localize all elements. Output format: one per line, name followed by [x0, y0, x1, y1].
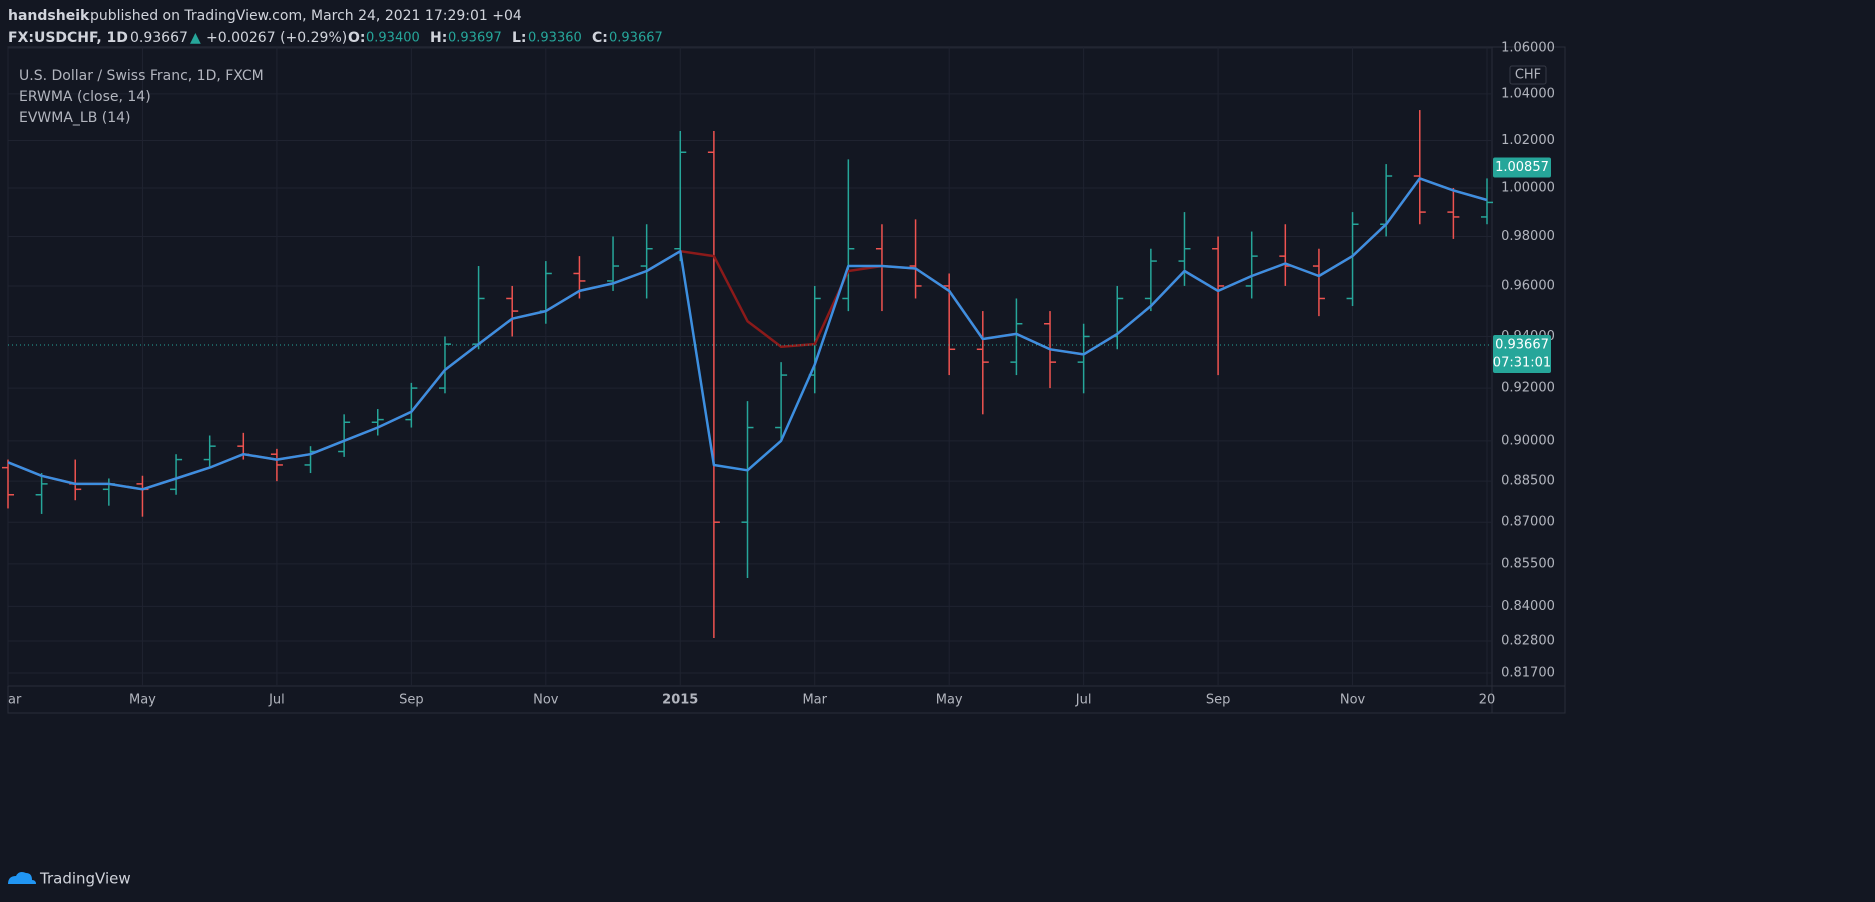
x-tick-label: Sep — [1206, 693, 1231, 708]
y-tick-label: 0.87000 — [1501, 515, 1555, 530]
price-tag-label: 0.93667 — [1495, 337, 1549, 352]
arrow: ▲ — [190, 30, 201, 46]
h-value: 0.93697 — [448, 31, 502, 46]
x-tick-label: May — [129, 693, 156, 708]
y-tick-label: 0.81700 — [1501, 666, 1555, 681]
price: 0.93667 — [130, 30, 188, 46]
x-tick-label: Jul — [268, 693, 285, 708]
c-value: 0.93667 — [609, 31, 663, 46]
x-tick-label: 2015 — [662, 693, 698, 708]
y-tick-label: 0.88500 — [1501, 474, 1555, 489]
plot — [2, 47, 1493, 686]
y-tick-label: 0.92000 — [1501, 381, 1555, 396]
y-tick-label: 1.06000 — [1501, 41, 1555, 56]
brand: TradingView — [8, 870, 131, 888]
l-value: 0.93360 — [528, 31, 582, 46]
y-tick-label: 0.90000 — [1501, 433, 1555, 448]
countdown: 07:31:01 — [1493, 355, 1551, 370]
ohlc-values: O: 0.93400 H: 0.93697 L: 0.93360 C: 0.93… — [348, 30, 663, 46]
x-tick-label: Mar — [802, 693, 827, 708]
currency: CHF — [1515, 68, 1541, 83]
x-tick-label: Nov — [1340, 693, 1366, 708]
legend-entry: EVWMA_LB (14) — [19, 110, 131, 126]
x-tick-label: Nov — [533, 693, 559, 708]
price-tag — [1493, 157, 1551, 178]
y-tick-label: 0.84000 — [1501, 599, 1555, 614]
chart-title: U.S. Dollar / Swiss Franc, 1D, FXCM — [19, 68, 264, 84]
price-tag-label: 1.00857 — [1495, 160, 1549, 175]
author: handsheik — [8, 8, 90, 24]
c-label: C: — [592, 30, 608, 46]
l-label: L: — [512, 30, 527, 46]
brand-name: TradingView — [39, 870, 131, 888]
h-label: H: — [430, 30, 447, 46]
y-tick-label: 0.98000 — [1501, 229, 1555, 244]
y-tick-label: 0.85500 — [1501, 556, 1555, 571]
legend-entry: ERWMA (close, 14) — [19, 89, 151, 105]
x-tick-label: ar — [8, 693, 22, 708]
y-tick-label: 1.04000 — [1501, 86, 1555, 101]
y-tick-label: 0.82800 — [1501, 633, 1555, 648]
currency-box — [1509, 65, 1547, 85]
y-tick-label: 1.02000 — [1501, 133, 1555, 148]
change: +0.00267 (+0.29%) — [206, 30, 347, 46]
x-tick-label: 20 — [1479, 693, 1496, 708]
o-value: 0.93400 — [366, 31, 420, 46]
x-tick-label: Jul — [1075, 693, 1092, 708]
x-tick-label: Sep — [399, 693, 424, 708]
price-tag — [1493, 334, 1551, 373]
indicator-line — [7, 177, 1488, 491]
symbol: FX:USDCHF, 1D — [8, 30, 128, 46]
published: published on TradingView.com, March 24, … — [90, 8, 522, 24]
y-tick-label: 0.96000 — [1501, 278, 1555, 293]
x-tick-label: May — [936, 693, 963, 708]
brand-logo — [8, 872, 36, 884]
y-tick-label: 1.00000 — [1501, 180, 1555, 195]
o-label: O: — [348, 30, 366, 46]
